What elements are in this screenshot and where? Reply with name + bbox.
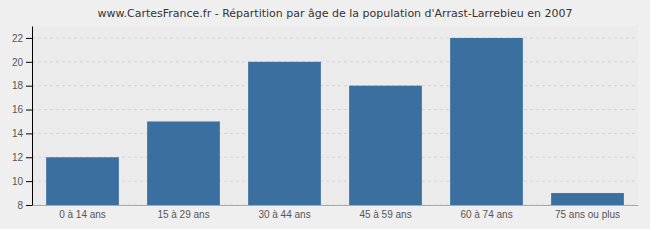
- grid-line: [32, 37, 638, 38]
- bar: [248, 62, 321, 205]
- grid-line: [32, 133, 638, 134]
- y-tick: 16: [12, 104, 32, 115]
- y-tick: 10: [12, 176, 32, 187]
- grid-line: [32, 109, 638, 110]
- y-tick-mark: [26, 157, 32, 158]
- y-tick: 20: [12, 57, 32, 68]
- x-tick: 75 ans ou plus: [555, 209, 620, 220]
- y-tick-label: 8: [17, 200, 23, 211]
- y-axis-line: [32, 27, 33, 206]
- x-tick-label: 75 ans ou plus: [555, 209, 620, 220]
- y-tick: 8: [17, 200, 32, 211]
- bar: [46, 157, 119, 205]
- bar: [551, 193, 624, 205]
- y-tick-label: 22: [12, 33, 24, 44]
- grid-line: [32, 157, 638, 158]
- y-tick: 18: [12, 80, 32, 91]
- y-axis: 8 10 12 14 16 18 20 22: [12, 27, 33, 211]
- x-axis: 0 à 14 ans 15 à 29 ans 30 à 44 ans 45 à 59 …: [33, 206, 639, 221]
- y-tick-mark: [26, 110, 32, 111]
- x-tick-label: 15 à 29 ans: [157, 209, 209, 220]
- bar: [349, 86, 422, 205]
- plot-background: [32, 26, 638, 205]
- bar: [147, 121, 220, 205]
- grid-line: [32, 61, 638, 62]
- y-tick: 14: [12, 128, 32, 139]
- y-tick-label: 20: [12, 57, 24, 68]
- y-tick-mark: [26, 62, 32, 63]
- y-tick-label: 10: [12, 176, 24, 187]
- y-tick: 12: [12, 152, 32, 163]
- y-tick-label: 18: [12, 80, 24, 91]
- y-tick-label: 14: [12, 128, 24, 139]
- y-tick-mark: [26, 205, 32, 206]
- y-tick-label: 16: [12, 104, 24, 115]
- grid-line: [32, 181, 638, 182]
- x-tick: 30 à 44 ans: [258, 209, 310, 220]
- x-axis-line: [33, 205, 639, 206]
- x-tick-label: 45 à 59 ans: [359, 209, 411, 220]
- y-tick-label: 12: [12, 152, 24, 163]
- y-tick-mark: [26, 38, 32, 39]
- y-tick-mark: [26, 86, 32, 87]
- bars: [46, 38, 624, 205]
- x-tick: 45 à 59 ans: [359, 209, 411, 220]
- x-tick: 15 à 29 ans: [157, 209, 209, 220]
- grid: [32, 38, 638, 205]
- y-tick-mark: [26, 133, 32, 134]
- x-tick-label: 30 à 44 ans: [258, 209, 310, 220]
- bar: [450, 38, 523, 205]
- x-tick: 0 à 14 ans: [59, 209, 106, 220]
- x-tick: 60 à 74 ans: [460, 209, 512, 220]
- y-tick-mark: [26, 181, 32, 182]
- title: www.CartesFrance.fr - Répartition par âg…: [98, 7, 573, 20]
- grid-line: [32, 85, 638, 86]
- x-tick-label: 0 à 14 ans: [59, 209, 106, 220]
- chart: 0 à 14 ans 15 à 29 ans 30 à 44 ans 45 à 59 …: [0, 0, 650, 229]
- plot: 0 à 14 ans 15 à 29 ans 30 à 44 ans 45 à 59 …: [12, 27, 639, 229]
- grid-line: [32, 205, 638, 206]
- x-tick-label: 60 à 74 ans: [460, 209, 512, 220]
- y-tick: 22: [12, 33, 32, 44]
